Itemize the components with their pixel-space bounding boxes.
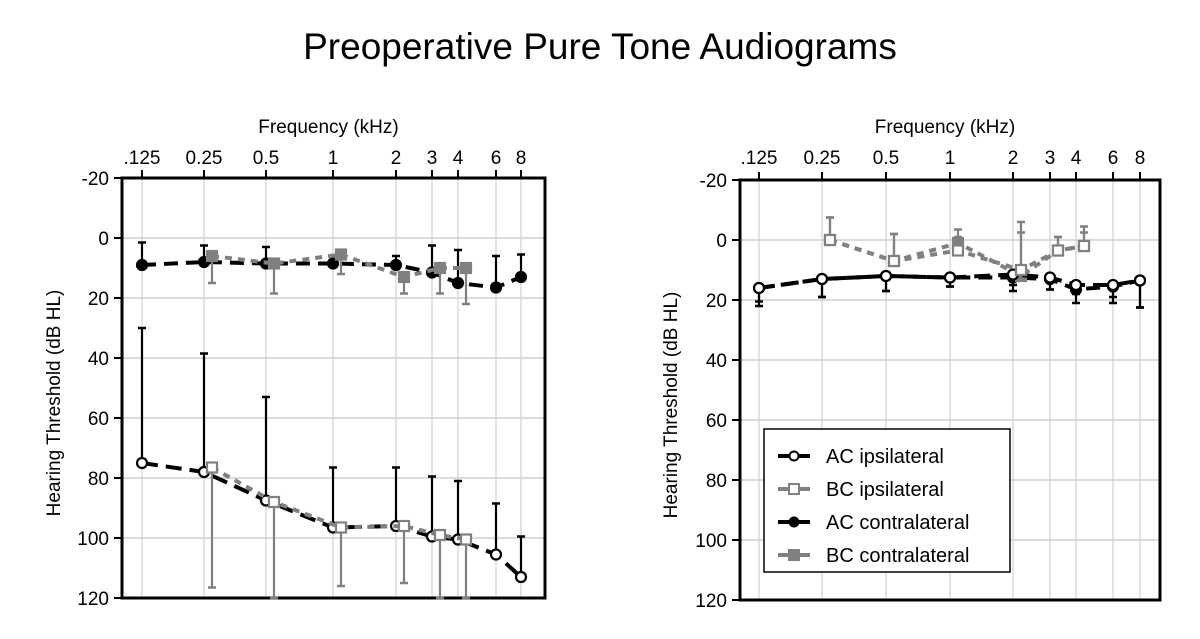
open-square-marker [267,495,281,509]
filled-circle-marker [389,258,403,272]
filled-square-marker [205,249,219,263]
legend-label: AC contralateral [826,512,969,534]
series-line [829,238,1085,273]
legend: AC ipsilateral BC ipsilateral AC contralat… [763,428,1011,573]
open-square-marker [205,461,219,474]
filled-square-marker [267,257,281,270]
x-tick-label: .125 [741,148,778,169]
open-circle-marker [943,271,957,284]
open-circle-marker [135,456,149,470]
open-circle-marker [1069,278,1083,292]
series-bc-contra [205,248,473,306]
x-tick-label: 4 [1071,148,1082,169]
y-axis-title: Hearing Threshold (dB HL) [661,292,682,519]
y-tick-label: 120 [77,589,109,610]
y-tick-label: -20 [700,171,727,192]
y-tick-label: 60 [88,409,109,430]
x-axis-title: Frequency (kHz) [875,117,1015,138]
x-tick-label: 1 [945,148,956,169]
y-tick-label: 20 [706,291,727,312]
filled-circle-marker [135,258,149,272]
y-tick-label: 0 [716,231,727,252]
series-line [141,461,523,579]
series-bc-ipsi [205,461,473,600]
legend-circle-marker [788,450,800,462]
open-circle-marker [1133,274,1147,287]
open-circle-marker [1106,278,1120,292]
x-tick-label: 8 [1135,148,1146,169]
x-tick-label: 6 [491,148,502,169]
series-bc-ipsi [823,216,1091,277]
legend-box [763,428,1011,573]
y-tick-label: 80 [706,471,727,492]
x-tick-label: .125 [124,148,161,169]
open-circle-marker [1043,271,1057,284]
x-tick-label: 0.25 [186,148,223,169]
filled-circle-marker [326,257,340,270]
legend-item: BC contralateral [778,545,969,567]
x-tick-label: 3 [427,148,438,169]
legend-item: AC contralateral [778,512,969,534]
x-axis-title: Frequency (kHz) [258,117,398,138]
x-tick-label: 6 [1108,148,1119,169]
open-square-marker [1051,244,1065,257]
x-tick-label: 1 [328,148,339,169]
filled-circle-marker [489,281,503,294]
legend-square-marker [788,549,800,561]
x-tick-label: 0.5 [253,148,279,169]
y-tick-label: 100 [695,531,727,552]
filled-circle-marker [451,276,465,290]
y-tick-label: 40 [88,349,109,370]
filled-square-marker [433,261,447,275]
open-circle-marker [815,272,829,286]
legend-item: BC ipsilateral [778,479,944,501]
open-circle-marker [514,570,528,584]
x-tick-label: 3 [1045,148,1056,169]
x-tick-label: 2 [391,148,402,169]
filled-square-marker [397,270,411,284]
series-ac-contra [135,241,528,294]
legend-circle-marker [788,516,800,528]
open-square-marker [433,528,447,542]
open-circle-marker [879,269,893,283]
y-tick-label: 60 [706,411,727,432]
legend-label: BC ipsilateral [826,479,944,501]
open-square-marker [397,519,411,533]
open-square-marker [459,533,473,546]
open-square-marker [1077,239,1091,253]
y-tick-label: 0 [98,229,109,250]
series-ac-ipsi [752,268,1147,309]
open-square-marker [334,521,348,534]
legend-square-marker [788,483,800,495]
y-tick-label: -20 [82,169,109,190]
filled-square-marker [459,261,473,275]
y-tick-label: 100 [77,529,109,550]
open-square-marker [1014,263,1028,277]
open-square-marker [823,233,837,247]
y-tick-label: 20 [88,289,109,310]
figure-title: Preoperative Pure Tone Audiograms [303,26,897,67]
y-tick-label: 80 [88,469,109,490]
open-circle-marker [752,281,766,295]
filled-square-marker [334,248,348,261]
x-tick-label: 0.5 [873,148,899,169]
y-tick-label: 120 [695,591,727,612]
filled-circle-marker [514,270,528,284]
x-tick-label: 4 [453,148,464,169]
legend-item: AC ipsilateral [778,446,944,468]
legend-label: AC ipsilateral [826,446,944,468]
x-tick-label: 8 [516,148,527,169]
open-circle-marker [489,548,503,561]
y-axis-title: Hearing Threshold (dB HL) [44,290,65,517]
legend-label: BC contralateral [826,545,969,567]
open-square-marker [951,244,965,257]
x-tick-label: 0.25 [804,148,841,169]
y-tick-label: 40 [706,351,727,372]
x-tick-label: 2 [1008,148,1019,169]
left-audiogram-panel: -20 0 20 40 60 80 100 120 .125 0.25 0.5 1 2 3 4 6 8 Frequ… [44,117,547,610]
open-square-marker [887,254,901,268]
